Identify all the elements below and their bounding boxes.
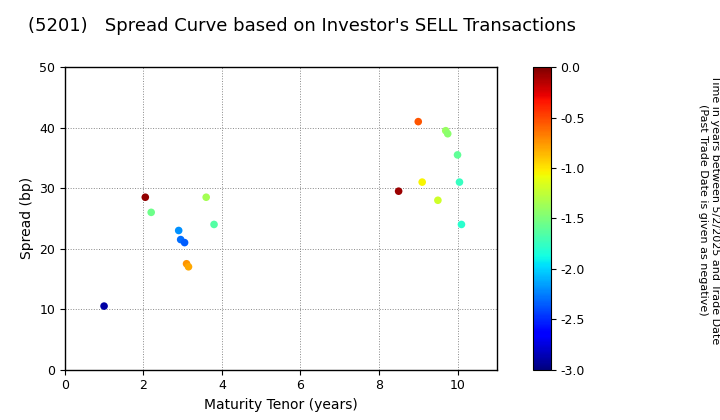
Y-axis label: Spread (bp): Spread (bp) [19, 177, 34, 260]
Point [99, 303, 110, 310]
Point [181, 260, 192, 267]
Point [416, 179, 428, 186]
Point [173, 227, 184, 234]
Point [200, 194, 212, 201]
Text: Time in years between 5/2/2025 and Trade Date
(Past Trade Date is given as negat: Time in years between 5/2/2025 and Trade… [698, 75, 720, 345]
Point [442, 130, 454, 137]
Point [440, 127, 451, 134]
Text: (5201)   Spread Curve based on Investor's SELL Transactions: (5201) Spread Curve based on Investor's … [28, 17, 577, 35]
Point [454, 179, 465, 186]
Point [432, 197, 444, 204]
Point [393, 188, 405, 194]
Point [183, 263, 194, 270]
Point [145, 209, 157, 216]
Point [208, 221, 220, 228]
Point [413, 118, 424, 125]
X-axis label: Maturity Tenor (years): Maturity Tenor (years) [204, 398, 358, 412]
Point [140, 194, 151, 201]
Point [175, 236, 186, 243]
Point [451, 152, 463, 158]
Point [456, 221, 467, 228]
Point [179, 239, 190, 246]
